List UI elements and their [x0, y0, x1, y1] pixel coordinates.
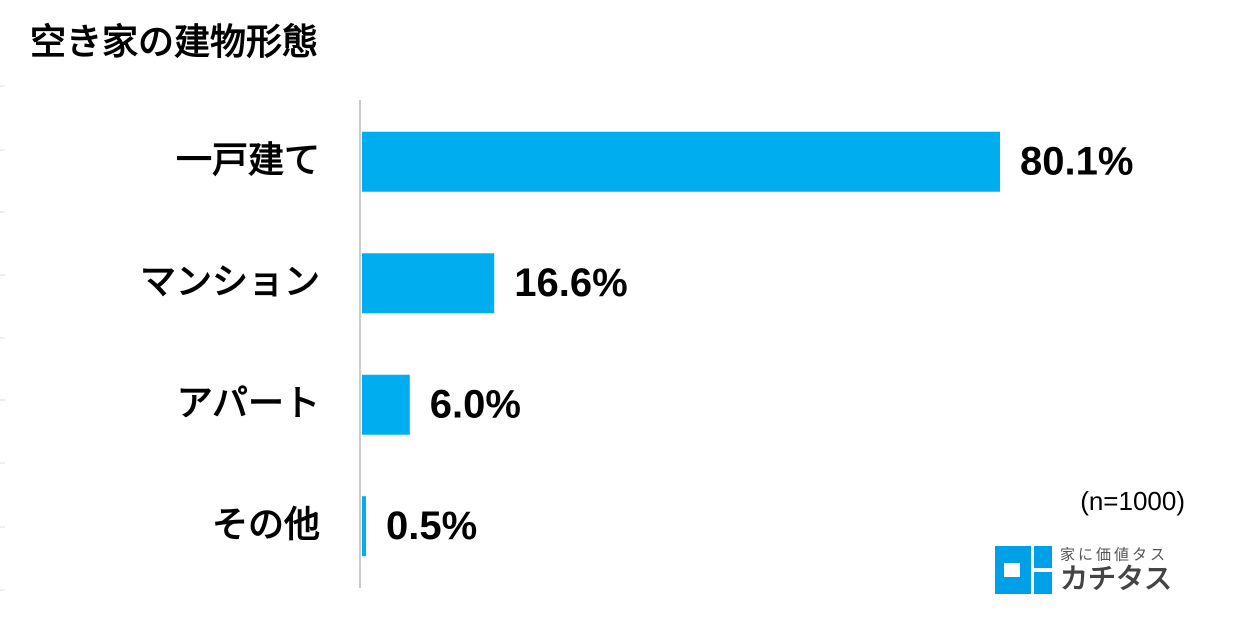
logo: 家に価値タス カチタス	[995, 546, 1172, 595]
bar	[362, 374, 410, 435]
category-label: 一戸建て	[176, 140, 320, 181]
logo-icon	[1004, 563, 1020, 577]
logo-name: カチタス	[1060, 562, 1172, 595]
value-label: 16.6%	[514, 261, 627, 305]
logo-tagline: 家に価値タス	[1060, 546, 1168, 564]
value-label: 6.0%	[430, 382, 521, 426]
category-label: マンション	[140, 261, 320, 302]
annotation: (n=1000)	[1080, 486, 1185, 516]
logo-icon	[1034, 546, 1052, 568]
category-label: アパート	[177, 383, 320, 424]
value-label: 80.1%	[1020, 139, 1133, 183]
chart-title: 空き家の建物形態	[30, 22, 318, 63]
bar	[362, 131, 1000, 192]
logo-icon	[1034, 572, 1052, 594]
value-label: 0.5%	[386, 504, 477, 548]
edge-ticks	[0, 85, 5, 591]
category-label: その他	[212, 504, 320, 545]
bar	[362, 496, 366, 557]
bar	[362, 253, 495, 314]
